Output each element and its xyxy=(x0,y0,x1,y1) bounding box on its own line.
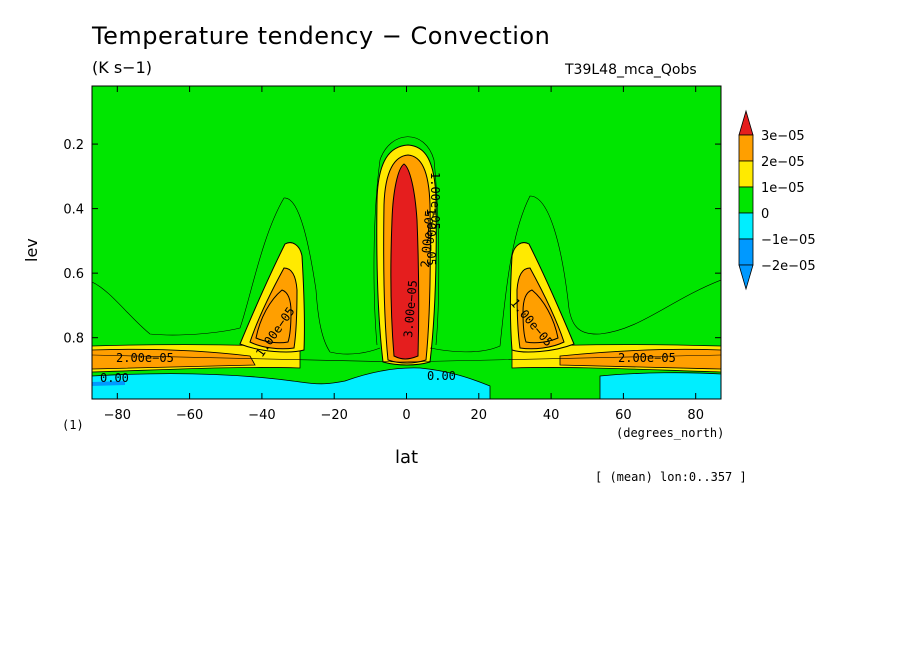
boundary-layer-right-core xyxy=(559,348,721,370)
contour-label: 2.00e−05 xyxy=(418,209,437,268)
contour-label: 2.00e−05 xyxy=(116,351,174,365)
x-tick-label: −80 xyxy=(104,408,131,423)
contour-thin-surface xyxy=(92,354,721,363)
tropical-tower-red xyxy=(390,163,420,360)
contour-thin-left xyxy=(92,197,381,355)
colorbar-box xyxy=(738,186,754,214)
x-axis-unit: (degrees_north) xyxy=(616,426,725,440)
chart-title: Temperature tendency − Convection xyxy=(92,22,551,50)
plot-area xyxy=(92,86,721,399)
colorbar: 3e−05 2e−05 1e−05 0 −1e−05 −2e−05 xyxy=(738,109,816,291)
y-tick-label: 0.4 xyxy=(63,203,84,218)
y-axis-multiplier: (1) xyxy=(62,418,84,432)
colorbar-box xyxy=(738,134,754,162)
x-axis-ticks: −80 −60 −40 −20 0 20 40 60 80 xyxy=(104,86,704,423)
x-tick-label: 60 xyxy=(615,408,632,423)
boundary-layer-left-core xyxy=(92,348,256,370)
x-tick-label: 20 xyxy=(471,408,488,423)
x-tick-label: −20 xyxy=(320,408,347,423)
y-tick-label: 0.6 xyxy=(63,267,84,282)
colorbar-arrow-top xyxy=(738,109,754,136)
negative-band-left xyxy=(92,367,491,399)
x-axis-label: lat xyxy=(395,447,419,468)
averaging-note: [ (mean) lon:0..357 ] xyxy=(595,470,747,484)
colorbar-box xyxy=(738,212,754,240)
colorbar-box xyxy=(738,160,754,188)
colorbar-label: −1e−05 xyxy=(761,233,816,248)
contour-thin-right xyxy=(429,195,721,353)
contour-thin-tower xyxy=(373,136,440,346)
y-tick-label: 0.2 xyxy=(63,138,84,153)
contour-label: 0.00 xyxy=(100,371,129,385)
chart-units: (K s−1) xyxy=(92,58,152,77)
colorbar-box xyxy=(738,238,754,266)
colorbar-label: 0 xyxy=(761,207,769,222)
x-tick-label: −60 xyxy=(176,408,203,423)
contour-label: 1.00e−05 xyxy=(428,172,442,230)
contour-label: 2.00e−05 xyxy=(618,351,676,365)
nh-lobe-inner xyxy=(522,289,559,344)
y-axis-ticks: 0.2 0.4 0.6 0.8 xyxy=(63,138,721,347)
contour-label: 0.00 xyxy=(427,369,456,383)
contour-label: 3.00e−05 xyxy=(401,279,420,338)
contour-label: 1.00e−05 xyxy=(424,208,438,266)
sh-lobe-inner xyxy=(255,289,292,344)
colorbar-label: −2e−05 xyxy=(761,259,816,274)
colorbar-label: 2e−05 xyxy=(761,155,805,170)
colorbar-label: 1e−05 xyxy=(761,181,805,196)
colorbar-arrow-bottom xyxy=(738,264,754,291)
x-tick-label: 80 xyxy=(687,408,704,423)
colorbar-label: 3e−05 xyxy=(761,129,805,144)
x-tick-label: 0 xyxy=(402,408,410,423)
y-tick-label: 0.8 xyxy=(63,332,84,347)
negative-band-right xyxy=(599,372,721,399)
experiment-label: T39L48_mca_Qobs xyxy=(565,62,697,78)
x-tick-label: −40 xyxy=(248,408,275,423)
x-tick-label: 40 xyxy=(543,408,560,423)
negative-strip-left xyxy=(92,381,125,386)
